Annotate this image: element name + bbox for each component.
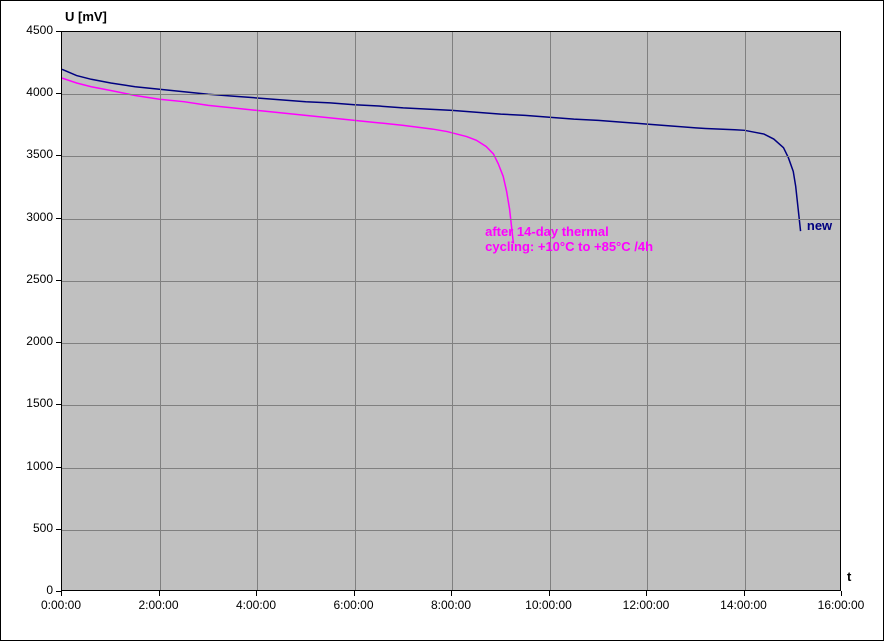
grid-line-horizontal	[62, 219, 840, 220]
y-tick-label: 0	[13, 583, 53, 597]
grid-line-vertical	[257, 32, 258, 590]
plot-area	[61, 31, 841, 591]
x-tick-mark	[549, 591, 550, 596]
x-tick-label: 16:00:00	[818, 598, 865, 612]
y-tick-label: 4500	[13, 23, 53, 37]
y-tick-label: 2500	[13, 272, 53, 286]
y-tick-mark	[56, 467, 61, 468]
grid-line-vertical	[745, 32, 746, 590]
x-tick-mark	[256, 591, 257, 596]
x-tick-mark	[646, 591, 647, 596]
grid-line-vertical	[647, 32, 648, 590]
y-tick-mark	[56, 529, 61, 530]
y-tick-label: 1000	[13, 459, 53, 473]
x-tick-label: 2:00:00	[138, 598, 178, 612]
y-tick-mark	[56, 155, 61, 156]
grid-line-horizontal	[62, 530, 840, 531]
x-tick-label: 10:00:00	[525, 598, 572, 612]
grid-line-horizontal	[62, 94, 840, 95]
grid-line-vertical	[550, 32, 551, 590]
grid-line-vertical	[355, 32, 356, 590]
x-tick-label: 12:00:00	[623, 598, 670, 612]
x-tick-mark	[354, 591, 355, 596]
annotation-label: new	[807, 218, 832, 233]
y-tick-mark	[56, 280, 61, 281]
y-tick-label: 3000	[13, 210, 53, 224]
x-tick-label: 8:00:00	[431, 598, 471, 612]
y-tick-mark	[56, 404, 61, 405]
y-axis-label: U [mV]	[65, 9, 107, 24]
grid-line-horizontal	[62, 468, 840, 469]
y-tick-label: 3500	[13, 147, 53, 161]
grid-line-horizontal	[62, 343, 840, 344]
annotation-label: after 14-day thermal cycling: +10°C to +…	[485, 224, 653, 254]
chart-container: U [mV] t 0:00:00 2:00:00 4:00:00 6:00:00 8:0…	[0, 0, 884, 641]
y-tick-label: 4000	[13, 85, 53, 99]
y-tick-mark	[56, 93, 61, 94]
y-tick-mark	[56, 342, 61, 343]
x-tick-mark	[159, 591, 160, 596]
x-axis-label: t	[847, 569, 851, 584]
y-tick-label: 500	[13, 521, 53, 535]
x-tick-mark	[744, 591, 745, 596]
grid-line-horizontal	[62, 405, 840, 406]
grid-line-horizontal	[62, 281, 840, 282]
grid-line-vertical	[160, 32, 161, 590]
y-tick-label: 1500	[13, 396, 53, 410]
x-tick-mark	[841, 591, 842, 596]
y-tick-mark	[56, 591, 61, 592]
grid-line-vertical	[452, 32, 453, 590]
y-tick-mark	[56, 218, 61, 219]
y-tick-label: 2000	[13, 334, 53, 348]
y-tick-mark	[56, 31, 61, 32]
x-tick-label: 4:00:00	[236, 598, 276, 612]
grid-line-horizontal	[62, 156, 840, 157]
x-tick-mark	[61, 591, 62, 596]
x-tick-mark	[451, 591, 452, 596]
x-tick-label: 6:00:00	[333, 598, 373, 612]
x-tick-label: 0:00:00	[41, 598, 81, 612]
x-tick-label: 14:00:00	[720, 598, 767, 612]
